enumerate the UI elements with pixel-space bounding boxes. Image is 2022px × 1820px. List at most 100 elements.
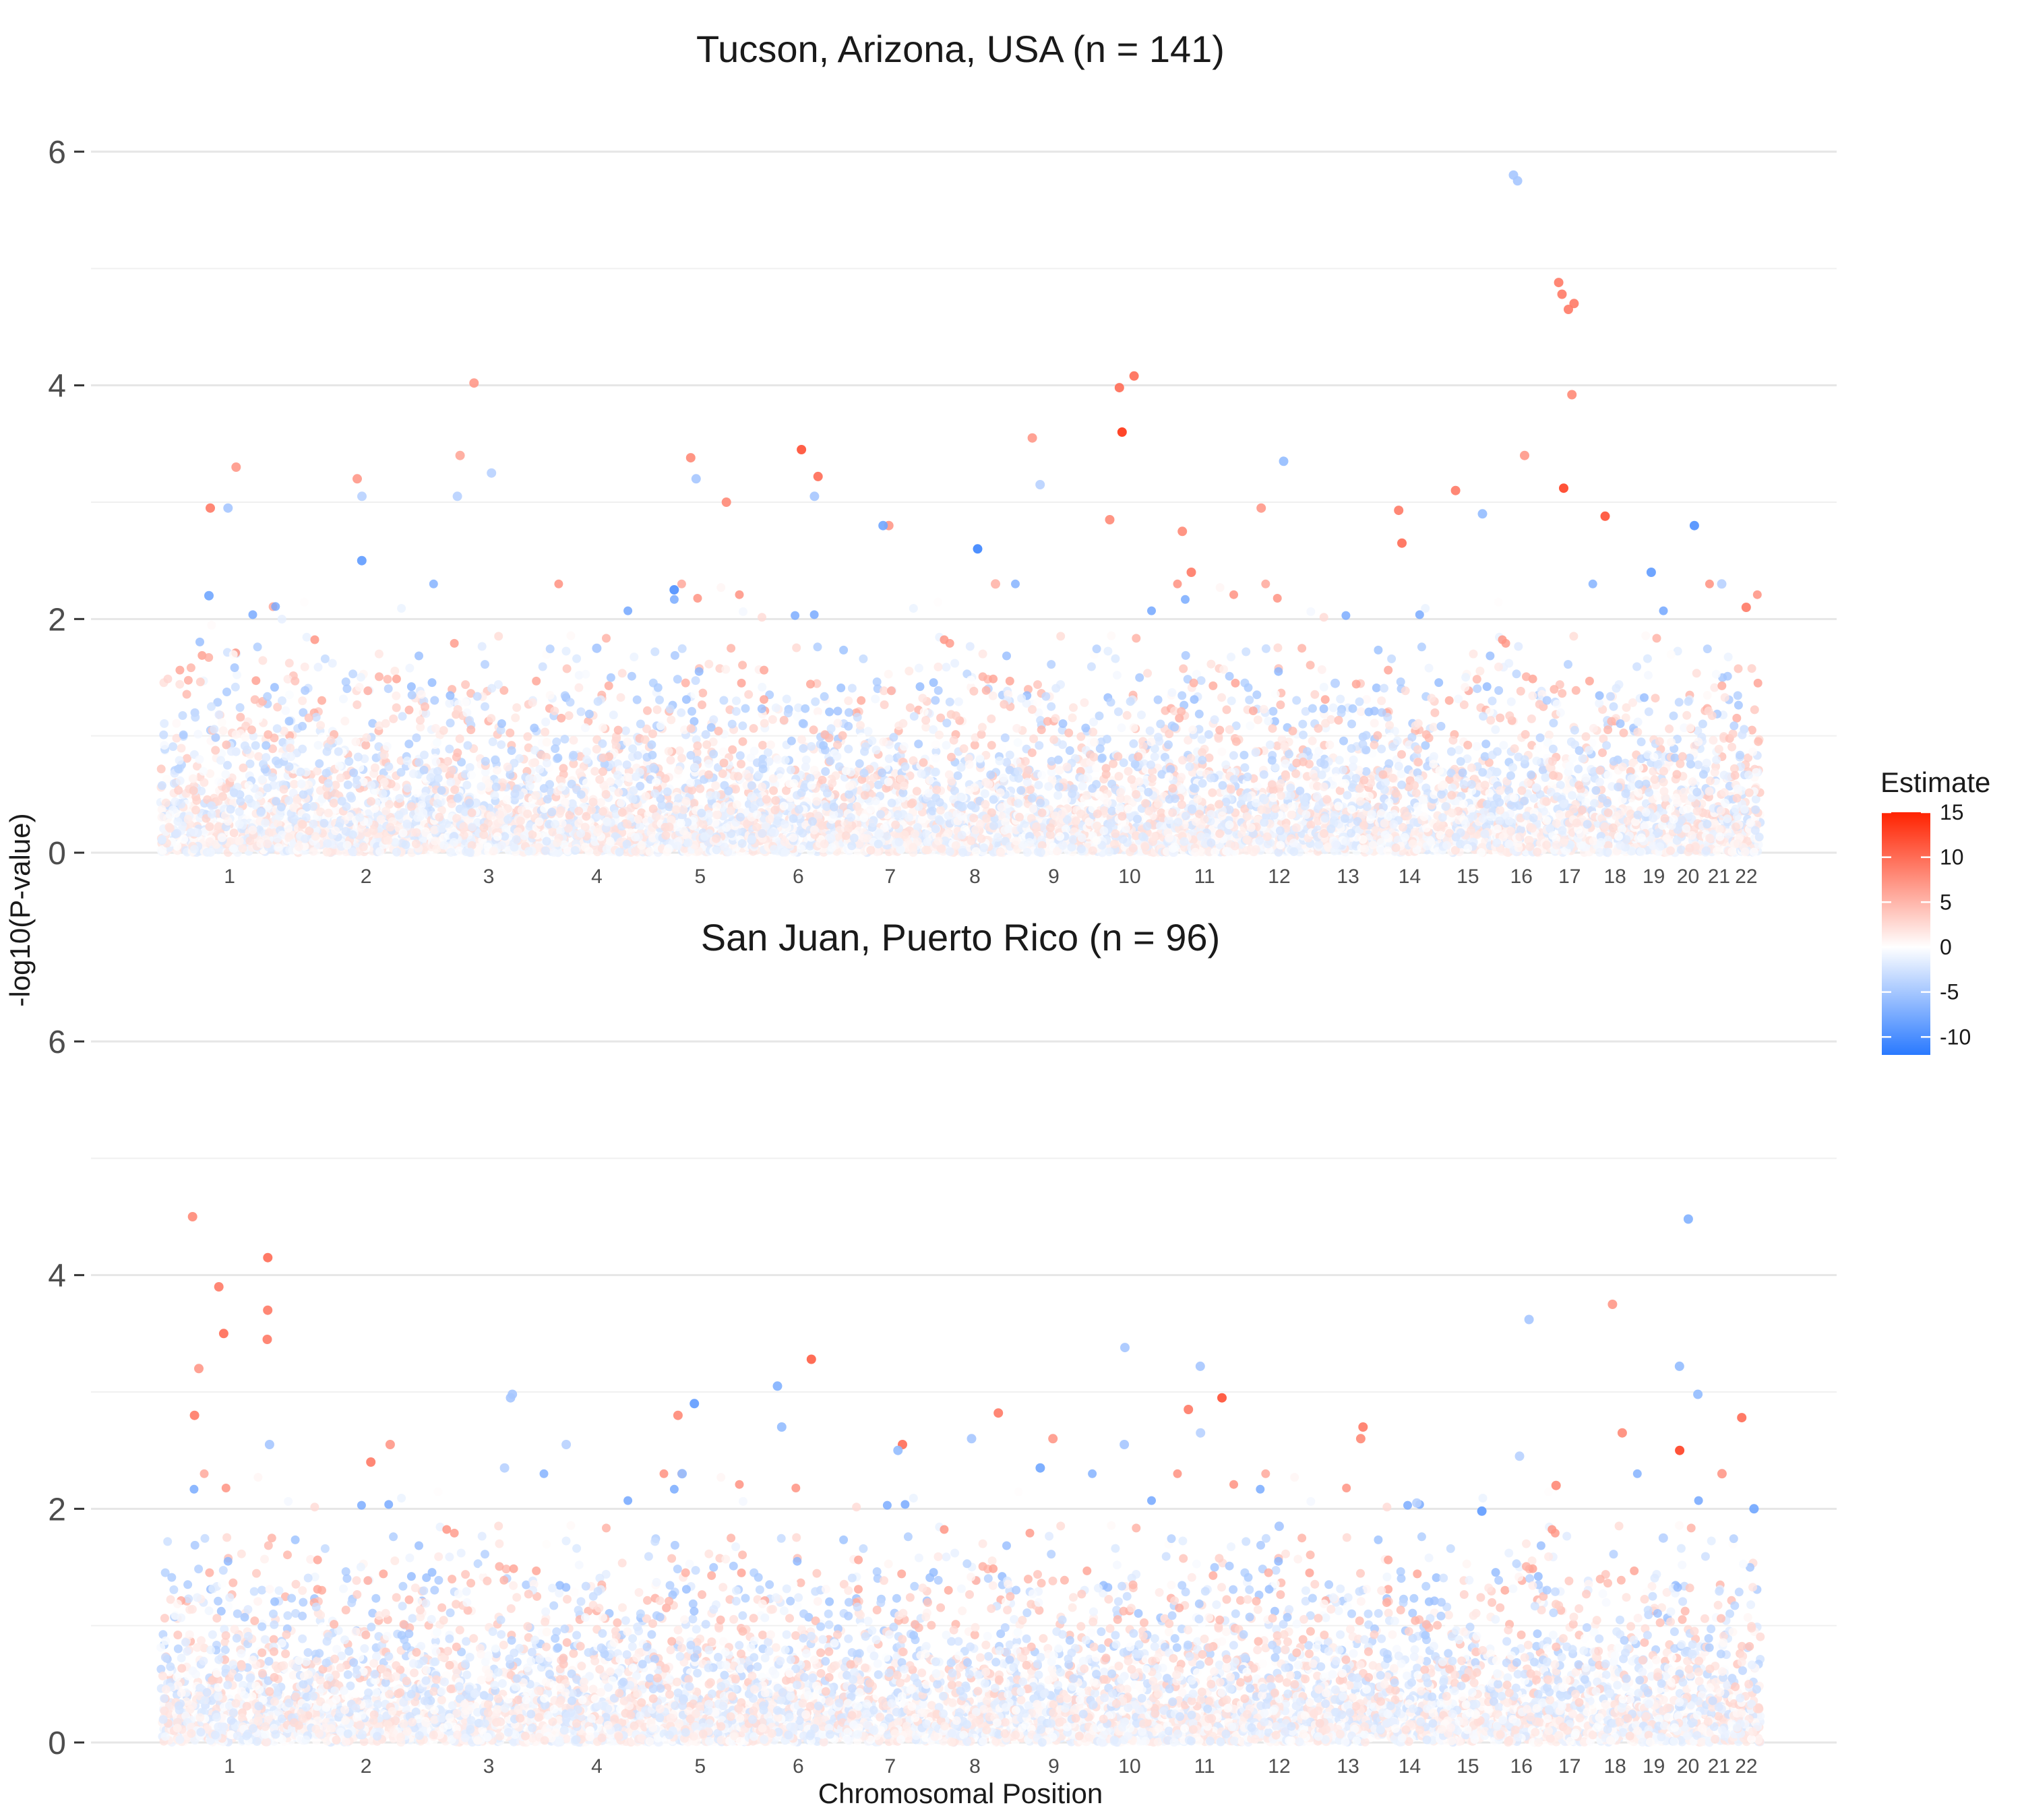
data-point: [947, 752, 956, 762]
data-point: [439, 726, 448, 735]
data-point: [891, 820, 900, 830]
data-point: [797, 844, 805, 853]
data-point: [344, 757, 354, 766]
data-point: [975, 754, 985, 763]
data-point: [765, 814, 774, 824]
data-point: [650, 789, 660, 798]
data-point: [572, 654, 582, 663]
data-point: [595, 775, 605, 784]
data-point: [195, 755, 204, 764]
data-point: [191, 828, 200, 837]
data-point: [222, 688, 231, 696]
data-point: [1023, 766, 1033, 775]
data-point: [738, 721, 747, 731]
data-point: [207, 620, 216, 630]
data-point: [601, 790, 611, 799]
data-point: [1137, 710, 1146, 720]
data-point: [324, 779, 333, 788]
data-point: [1017, 694, 1027, 703]
data-point: [747, 791, 756, 801]
data-point: [384, 684, 393, 694]
data-point: [204, 653, 214, 662]
data-point: [771, 703, 780, 712]
data-point: [1058, 719, 1068, 728]
data-point: [214, 777, 223, 787]
data-point: [575, 768, 584, 777]
data-point: [1146, 737, 1156, 747]
data-point: [942, 663, 951, 672]
data-point: [845, 708, 853, 717]
data-point: [769, 786, 778, 795]
data-point: [996, 848, 1005, 857]
data-point: [929, 678, 938, 688]
data-point: [724, 786, 733, 795]
data-point: [272, 834, 282, 843]
data-point: [797, 788, 806, 797]
data-point: [846, 813, 855, 822]
data-point: [494, 632, 503, 641]
data-point: [602, 634, 611, 643]
data-point: [378, 789, 388, 798]
data-point: [1153, 695, 1163, 704]
data-point: [461, 698, 470, 707]
data-point: [1145, 726, 1155, 735]
data-point: [801, 755, 811, 764]
data-point: [694, 667, 704, 676]
data-point: [392, 847, 401, 857]
data-point: [971, 803, 980, 813]
data-point: [547, 808, 557, 817]
data-point: [412, 733, 421, 742]
data-point: [670, 650, 679, 660]
data-point: [446, 777, 456, 787]
data-point: [487, 714, 496, 723]
data-point: [712, 802, 721, 812]
data-point: [617, 798, 626, 808]
data-point: [923, 837, 932, 847]
data-point: [523, 809, 532, 818]
data-point: [1047, 660, 1056, 669]
data-point: [1194, 709, 1204, 719]
data-point: [1056, 632, 1066, 641]
data-point: [1051, 714, 1060, 723]
data-point: [912, 787, 921, 796]
data-point: [1012, 724, 1022, 733]
data-point: [301, 834, 310, 843]
data-point: [190, 845, 199, 854]
data-point: [390, 667, 400, 675]
data-point: [605, 837, 615, 846]
data-point: [340, 717, 350, 726]
data-point: [244, 781, 253, 790]
data-point: [179, 835, 189, 844]
data-point: [251, 741, 260, 750]
data-point: [165, 810, 175, 819]
data-point: [235, 820, 244, 829]
data-point: [415, 651, 423, 661]
data-point: [1077, 833, 1086, 843]
data-point: [977, 834, 986, 843]
data-point: [1000, 826, 1010, 835]
data-point: [677, 644, 687, 653]
data-point: [845, 790, 854, 799]
data-point: [231, 730, 241, 739]
data-point: [502, 795, 512, 804]
data-point: [557, 782, 566, 791]
data-point: [727, 719, 737, 729]
data-point: [1051, 811, 1060, 820]
data-point: [1113, 752, 1123, 761]
data-point: [191, 806, 200, 815]
data-point: [1105, 847, 1114, 857]
data-point: [760, 665, 769, 675]
data-point: [921, 845, 931, 855]
data-point: [497, 841, 506, 850]
data-point: [677, 708, 686, 717]
data-point: [656, 721, 665, 731]
data-point: [1129, 723, 1138, 732]
data-point: [1214, 733, 1223, 743]
data-point: [528, 698, 537, 707]
data-point: [792, 643, 801, 653]
data-point: [432, 845, 441, 854]
data-point: [770, 828, 779, 837]
data-point: [235, 807, 244, 816]
data-point: [446, 848, 456, 857]
data-point: [353, 752, 363, 762]
